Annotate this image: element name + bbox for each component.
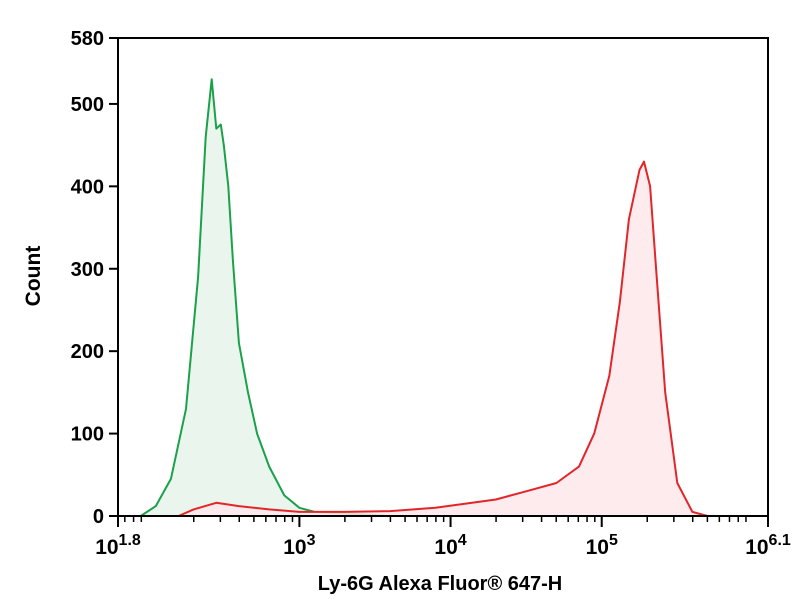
series-1-line <box>140 78 391 517</box>
x-axis-title: Ly-6G Alexa Fluor® 647-H <box>318 573 562 595</box>
x-tick-label: 104 <box>434 532 466 559</box>
y-tick-label: 100 <box>71 424 104 446</box>
x-tick-label: 105 <box>586 532 618 559</box>
series-1-area <box>140 79 391 516</box>
y-tick-label: 500 <box>71 94 104 116</box>
plot-area <box>140 78 708 517</box>
y-tick-label: 200 <box>71 341 104 363</box>
x-tick-label: 106.1 <box>745 532 791 559</box>
axes: 0 100 200 300 400 500 580 101.8 103 104 105 106.1 <box>71 28 791 559</box>
series-2-line <box>178 160 708 517</box>
series-2-area <box>178 161 708 516</box>
y-axis-title: Count <box>22 246 45 307</box>
x-tick-label: 101.8 <box>95 532 141 559</box>
x-tick-label: 103 <box>283 532 315 559</box>
y-tick-label: 580 <box>71 28 104 50</box>
y-tick-label: 300 <box>71 259 104 281</box>
y-tick-label: 400 <box>71 176 104 198</box>
y-tick-label: 0 <box>93 506 104 528</box>
